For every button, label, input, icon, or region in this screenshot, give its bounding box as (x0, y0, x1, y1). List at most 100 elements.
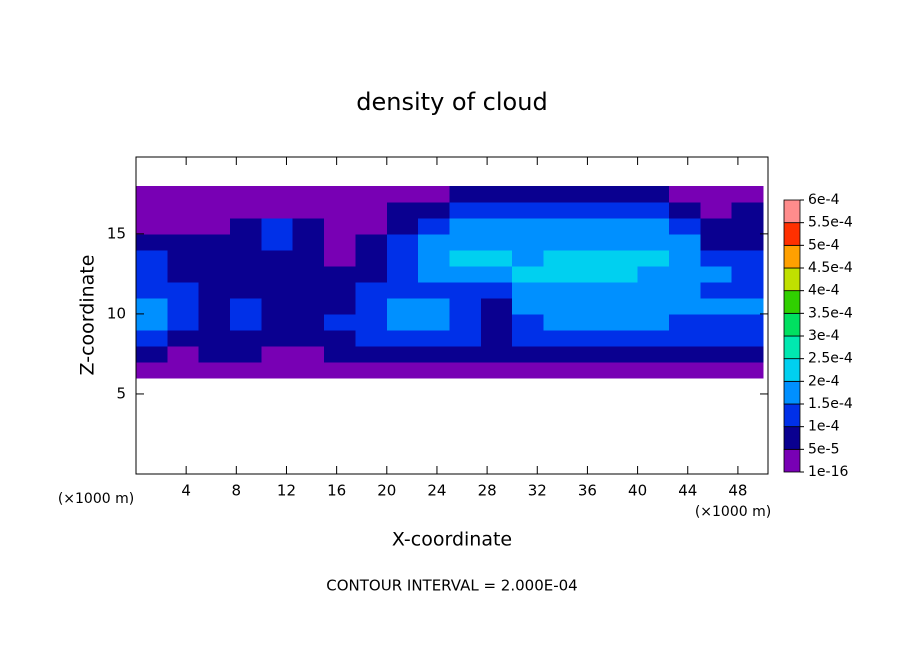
contour-cell (606, 185, 639, 203)
contour-cell (136, 329, 168, 347)
contour-cell (355, 361, 388, 379)
contour-cell (230, 345, 262, 363)
contour-cell (136, 233, 168, 251)
contour-cell (480, 249, 513, 267)
contour-cell (261, 265, 294, 283)
contour-cell (261, 185, 294, 203)
contour-cell (512, 249, 545, 267)
contour-cell (637, 217, 670, 235)
contour-cell (292, 361, 325, 379)
contour-cell (606, 329, 639, 347)
contour-cell (261, 217, 294, 235)
contour-cell (292, 281, 325, 299)
contour-cell (324, 329, 357, 347)
contour-cell (355, 201, 388, 219)
contour-cell (230, 249, 262, 267)
contour-cell (543, 313, 576, 331)
colorbar-label: 4e-4 (808, 283, 840, 299)
contour-cell (198, 249, 231, 267)
x-tick-label: 40 (628, 482, 647, 500)
contour-cell (136, 265, 168, 283)
contour-cell (324, 281, 357, 299)
x-tick-label: 16 (327, 482, 346, 500)
contour-cell (198, 313, 231, 331)
contour-cell (731, 329, 764, 347)
contour-cell (512, 233, 545, 251)
contour-cell (637, 361, 670, 379)
contour-cell (167, 313, 200, 331)
contour-cell (574, 249, 607, 267)
contour-cell (292, 297, 325, 315)
contour-cell (606, 233, 639, 251)
contour-cell (418, 361, 451, 379)
contour-cell (512, 281, 545, 299)
contour-cell (512, 361, 545, 379)
contour-cell (386, 345, 419, 363)
x-tick-label: 28 (478, 482, 497, 500)
colorbar-label: 3e-4 (808, 328, 840, 344)
colorbar-box (783, 199, 801, 224)
contour-cell (324, 249, 357, 267)
contour-cell (418, 185, 451, 203)
contour-cell (324, 361, 357, 379)
x-tick-label: 32 (528, 482, 547, 500)
contour-cell (355, 345, 388, 363)
contour-cell (230, 201, 262, 219)
contour-cell (449, 249, 482, 267)
contour-cell (449, 313, 482, 331)
contour-cell (136, 249, 168, 267)
contour-cell (731, 361, 764, 379)
contour-cell (543, 217, 576, 235)
colorbar-box (783, 312, 801, 337)
contour-cell (700, 185, 733, 203)
contour-cell (574, 265, 607, 283)
x-unit: (×1000 m) (695, 504, 771, 520)
contour-cell (198, 217, 231, 235)
contour-cell (198, 265, 231, 283)
contour-cell (606, 281, 639, 299)
x-tick-label: 44 (678, 482, 697, 500)
contour-cell (449, 329, 482, 347)
colorbar-box (783, 244, 801, 269)
colorbar-label: 2.5e-4 (808, 351, 853, 367)
contour-cell (167, 281, 200, 299)
contour-cell (637, 265, 670, 283)
contour-cell (700, 217, 733, 235)
contour-cell (355, 233, 388, 251)
y-tick-label: 10 (107, 304, 126, 322)
contour-cell (418, 233, 451, 251)
contour-cell (731, 313, 764, 331)
contour-cell (230, 217, 262, 235)
contour-cell (261, 297, 294, 315)
contour-cell (668, 329, 701, 347)
contour-cell (418, 313, 451, 331)
contour-cell (355, 185, 388, 203)
plot-frame (135, 156, 769, 475)
contour-cell (480, 297, 513, 315)
contour-cell (606, 361, 639, 379)
contour-cell (230, 329, 262, 347)
contour-cell (668, 233, 701, 251)
contour-cell (167, 249, 200, 267)
contour-cell (418, 329, 451, 347)
contour-cell (386, 297, 419, 315)
contour-cell (700, 265, 733, 283)
x-tick-label: 12 (277, 482, 296, 500)
contour-cell (543, 281, 576, 299)
contour-cell (637, 345, 670, 363)
contour-cell (574, 361, 607, 379)
contour-cell (668, 345, 701, 363)
colorbar-label: 6e-4 (808, 192, 840, 208)
contour-cell (449, 201, 482, 219)
x-tick-label: 24 (427, 482, 446, 500)
contour-cell (449, 233, 482, 251)
contour-cell (386, 329, 419, 347)
contour-cell (261, 345, 294, 363)
colorbar-label: 1e-4 (808, 419, 840, 435)
contour-cell (480, 185, 513, 203)
contour-cell (574, 313, 607, 331)
contour-cell (543, 201, 576, 219)
contour-cell (668, 313, 701, 331)
contour-cell (198, 201, 231, 219)
